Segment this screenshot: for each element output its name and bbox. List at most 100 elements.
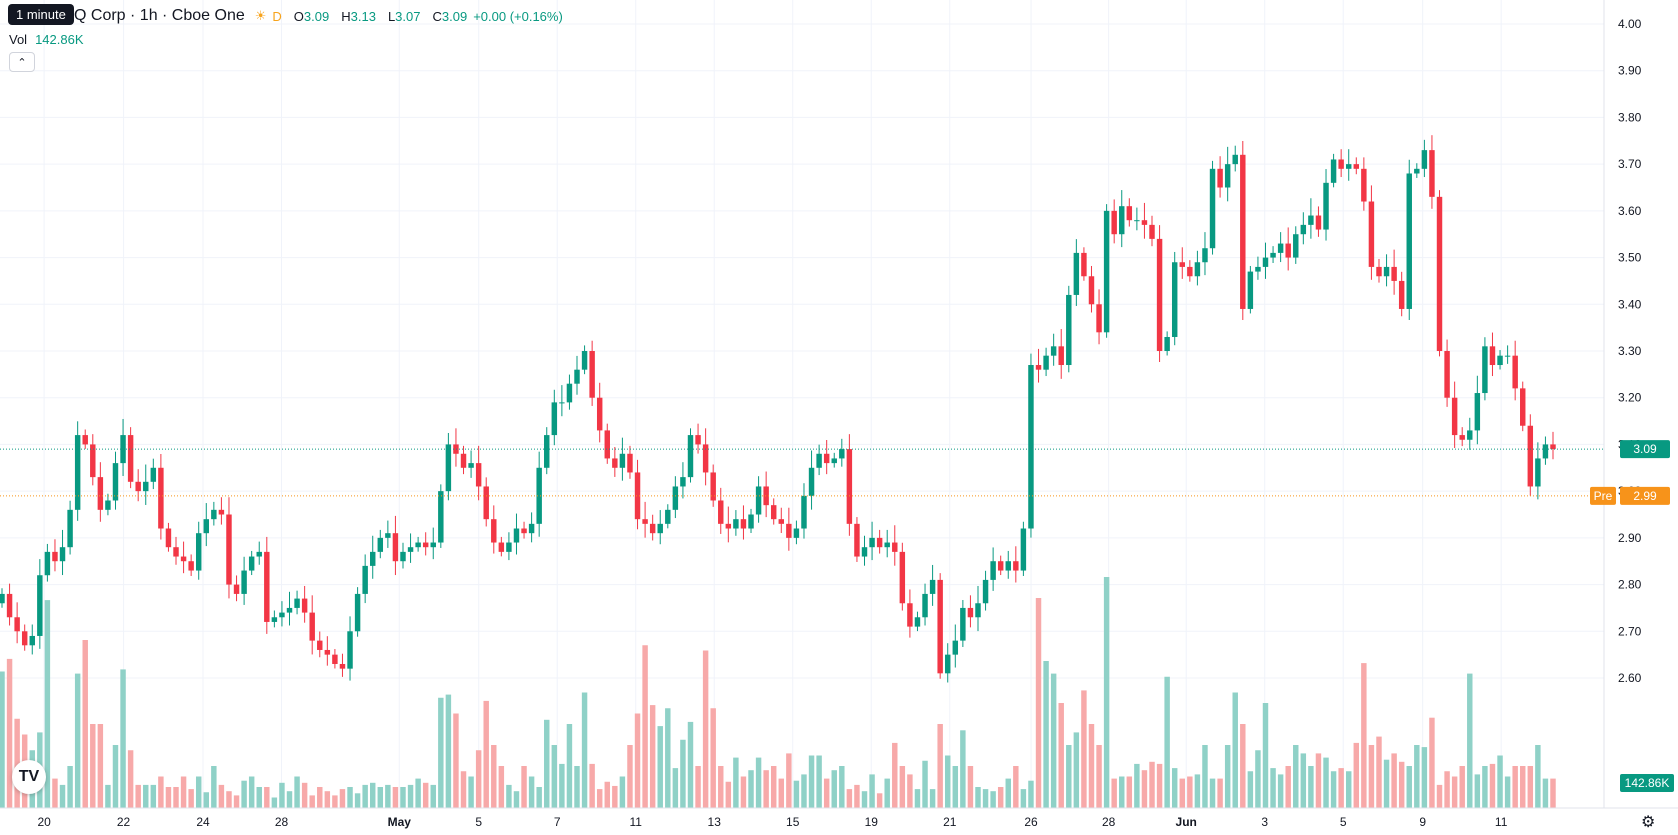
candle-down: [649, 523, 656, 534]
candle-down: [702, 444, 709, 473]
candle-down: [135, 481, 141, 492]
tradingview-logo-icon[interactable]: TV: [12, 760, 46, 794]
volume-bar: [1459, 766, 1465, 808]
collapse-legend-button[interactable]: ⌃: [9, 52, 35, 72]
candle-down: [725, 523, 732, 529]
time-axis[interactable]: 20 22 24 28 May 5 7 11 13 15 19 21 26 28 Jun 3 5 9 11: [37, 815, 1507, 829]
symbol-title[interactable]: Q Corp · 1h · Cboe One: [74, 7, 245, 24]
volume-bar: [127, 750, 134, 808]
volume-bar: [945, 755, 951, 808]
candle-up: [445, 444, 452, 492]
volume-bar: [1345, 771, 1352, 808]
candle-up: [982, 579, 989, 604]
candle-up: [536, 467, 542, 524]
candle-up: [1414, 168, 1420, 174]
volume-bar: [1134, 763, 1140, 808]
volume-bar: [1406, 766, 1412, 808]
candle-up: [400, 551, 406, 562]
candle-up: [665, 509, 671, 524]
candle-up: [551, 402, 558, 436]
time-tick-label: 7: [554, 815, 561, 829]
candle-up: [1164, 336, 1170, 351]
volume-bar: [725, 781, 732, 808]
volume-bar: [339, 789, 346, 808]
volume-bar: [332, 795, 338, 808]
volume-bar: [67, 766, 73, 808]
volume-value: 142.86K: [35, 32, 84, 47]
volume-bar: [1156, 763, 1163, 808]
candle-up: [377, 537, 384, 552]
candle-up: [952, 640, 959, 655]
volume-bar: [445, 694, 452, 808]
candle-down: [233, 584, 240, 594]
candle-down: [589, 351, 595, 398]
volume-bar: [422, 782, 429, 808]
candle-down: [907, 603, 913, 627]
candle-down: [173, 547, 179, 557]
last-price-tag: [1620, 440, 1670, 459]
volume-bar: [536, 787, 542, 808]
volume-bar: [929, 789, 936, 808]
time-tick-label: 15: [786, 815, 800, 829]
candle-down: [491, 519, 497, 543]
volume-bar: [1232, 692, 1238, 808]
candle-down: [453, 444, 459, 454]
time-tick-label: 13: [708, 815, 722, 829]
volume-bar: [1103, 577, 1110, 808]
volume-bar: [665, 708, 671, 808]
volume-bar: [1187, 776, 1193, 808]
candle-down: [1058, 346, 1064, 366]
volume-bar: [763, 770, 769, 808]
volume-bar: [438, 697, 444, 808]
candle-down: [264, 551, 270, 622]
volume-bar: [1550, 778, 1556, 808]
candle-down: [52, 551, 58, 562]
volume-bar: [354, 793, 361, 808]
volume-bar: [574, 766, 580, 808]
candle-down: [634, 472, 641, 520]
candle-up: [1028, 365, 1034, 529]
candle-down: [324, 649, 331, 655]
candle-down: [1285, 243, 1291, 258]
price-tick-label: 3.60: [1618, 204, 1642, 218]
volume-bar: [695, 766, 701, 808]
candle-down: [180, 556, 187, 562]
volume-bar: [952, 766, 959, 808]
volume-bar: [135, 784, 141, 808]
candle-down: [1149, 224, 1155, 239]
volume-bar: [1141, 770, 1148, 808]
logo-text: TV: [18, 768, 40, 785]
volume-bar: [1474, 774, 1481, 808]
volume-bar: [808, 755, 815, 808]
volume-label: Vol: [9, 32, 28, 47]
volume-bar: [846, 789, 853, 808]
candle-down: [301, 598, 308, 613]
candle-down: [596, 397, 603, 431]
volume-bar: [158, 776, 164, 808]
volume-bar: [498, 766, 505, 808]
gear-icon[interactable]: ⚙: [1641, 814, 1656, 831]
volume-bar: [1512, 766, 1518, 808]
candle-down: [1088, 276, 1095, 305]
price-axis[interactable]: 2.602.702.802.903.003.103.203.303.403.50…: [1618, 17, 1642, 685]
volume-bar: [6, 658, 13, 808]
volume-bars: [0, 577, 1556, 808]
candle-up: [1300, 224, 1307, 235]
candle-down: [642, 519, 648, 524]
candle-up: [1277, 243, 1284, 253]
candle-up: [256, 551, 262, 557]
candle-up: [506, 542, 512, 552]
time-tick-label: 28: [275, 815, 289, 829]
candle-up: [801, 495, 807, 529]
volume-bar: [642, 645, 648, 808]
candle-up: [672, 486, 679, 510]
volume-bar: [430, 784, 436, 808]
volume-bar: [892, 742, 898, 808]
candle-up: [112, 463, 119, 501]
volume-bar: [990, 791, 996, 808]
volume-bar: [1066, 745, 1072, 808]
volume-bar: [143, 784, 149, 808]
volume-bar: [1111, 778, 1117, 808]
candle-up: [914, 617, 921, 627]
